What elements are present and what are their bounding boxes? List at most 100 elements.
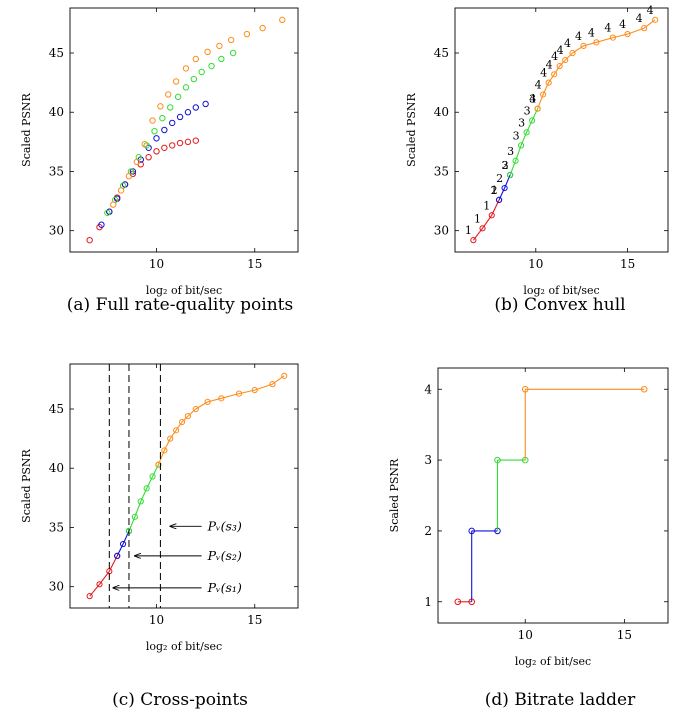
- data-point: [86, 236, 93, 244]
- x-tick-label: 10: [528, 257, 543, 271]
- data-point: [167, 104, 174, 111]
- x-axis-label: log₂ of bit/sec: [523, 284, 599, 297]
- data-point: [176, 113, 184, 121]
- data-point: [129, 168, 137, 175]
- data-point: [551, 71, 558, 78]
- data-point: [198, 68, 205, 76]
- data-point: [494, 456, 501, 464]
- series-line: [116, 530, 130, 557]
- point-label: 1: [474, 212, 481, 225]
- point-label: 4: [564, 37, 571, 50]
- data-point: [593, 39, 600, 46]
- point-label: 3: [513, 129, 520, 142]
- data-point: [137, 498, 144, 505]
- y-axis-label: Scaled PSNR: [20, 448, 33, 522]
- data-point: [495, 196, 503, 203]
- chart-a: 10 15 30 35 40 45 log₂ of bit/sec Scaled PSNR (a…: [20, 7, 299, 315]
- series-line: [89, 555, 118, 597]
- data-point: [512, 157, 519, 164]
- data-point: [169, 119, 176, 127]
- x-axis-label: log₂ of bit/sec: [146, 284, 222, 297]
- y-tick-label: 40: [49, 105, 64, 119]
- data-point: [141, 141, 148, 148]
- plot-frame: [69, 7, 299, 253]
- y-tick-label: 45: [434, 46, 449, 60]
- data-point: [192, 137, 199, 144]
- annotation-label: Pᵥ(s₃): [207, 518, 242, 533]
- plot-frame: [437, 367, 669, 624]
- y-tick-label: 45: [49, 402, 64, 416]
- y-tick-label: 45: [49, 46, 64, 60]
- point-label: 4: [535, 78, 542, 91]
- point-label: 2: [491, 184, 498, 197]
- chart-c: 10 15 30 35 40 45 log₂ of bit/sec Scaled PSNR (c…: [20, 363, 299, 710]
- data-point: [218, 55, 225, 63]
- data-point: [235, 390, 243, 397]
- data-point: [161, 126, 168, 134]
- y-axis-label: Scaled PSNR: [388, 458, 401, 532]
- data-point: [523, 129, 530, 136]
- y-axis-label: Scaled PSNR: [405, 92, 418, 166]
- x-axis-label: log₂ of bit/sec: [146, 640, 222, 653]
- point-label: 1: [491, 184, 498, 197]
- panel-caption: (c) Cross-points: [112, 690, 248, 710]
- data-point: [609, 34, 617, 41]
- point-label: 3: [518, 116, 525, 129]
- series-line: [472, 199, 500, 241]
- data-point: [125, 172, 133, 180]
- data-point: [216, 42, 223, 50]
- data-point: [454, 598, 462, 606]
- data-point: [279, 16, 286, 24]
- x-tick-label: 15: [617, 628, 632, 642]
- data-point: [143, 485, 150, 492]
- data-point: [204, 398, 211, 406]
- point-label: 3: [507, 145, 514, 158]
- data-point: [159, 114, 166, 122]
- data-point: [165, 91, 172, 98]
- data-point: [192, 405, 199, 413]
- y-tick-label: 35: [49, 520, 64, 534]
- data-point: [641, 25, 648, 32]
- data-point: [117, 187, 125, 194]
- data-point: [145, 154, 152, 161]
- point-label: 4: [647, 4, 654, 17]
- data-point: [259, 24, 266, 32]
- x-tick-label: 15: [247, 613, 262, 627]
- data-point: [529, 117, 536, 124]
- data-point: [488, 212, 495, 219]
- annotation-label: Pᵥ(s₂): [207, 548, 242, 563]
- y-tick-label: 35: [434, 164, 449, 178]
- data-point: [569, 49, 576, 57]
- point-label: 3: [502, 159, 509, 172]
- data-point: [184, 138, 192, 146]
- data-point: [182, 65, 190, 72]
- data-point: [190, 75, 198, 83]
- point-label: 1: [483, 199, 490, 212]
- point-label: 3: [529, 93, 536, 106]
- x-tick-label: 10: [149, 613, 164, 627]
- point-label: 4: [588, 26, 595, 39]
- data-point: [184, 109, 192, 116]
- data-point: [540, 91, 547, 98]
- data-point: [479, 225, 486, 232]
- panel-caption: (a) Full rate-quality points: [67, 295, 293, 315]
- x-tick-label: 10: [518, 628, 533, 642]
- y-tick-label: 40: [49, 461, 64, 475]
- data-point: [208, 62, 215, 70]
- series-line: [157, 375, 285, 465]
- data-point: [624, 30, 631, 38]
- data-point: [172, 78, 180, 85]
- x-tick-label: 10: [149, 257, 164, 271]
- data-point: [133, 158, 141, 166]
- point-label: 4: [557, 44, 564, 57]
- data-point: [652, 16, 659, 23]
- data-point: [161, 144, 168, 151]
- point-label: 4: [619, 18, 626, 31]
- data-point: [149, 473, 156, 480]
- data-point: [153, 135, 160, 142]
- data-point: [96, 581, 103, 588]
- series-line: [537, 19, 656, 109]
- data-point: [178, 418, 186, 426]
- point-label: 1: [465, 224, 472, 237]
